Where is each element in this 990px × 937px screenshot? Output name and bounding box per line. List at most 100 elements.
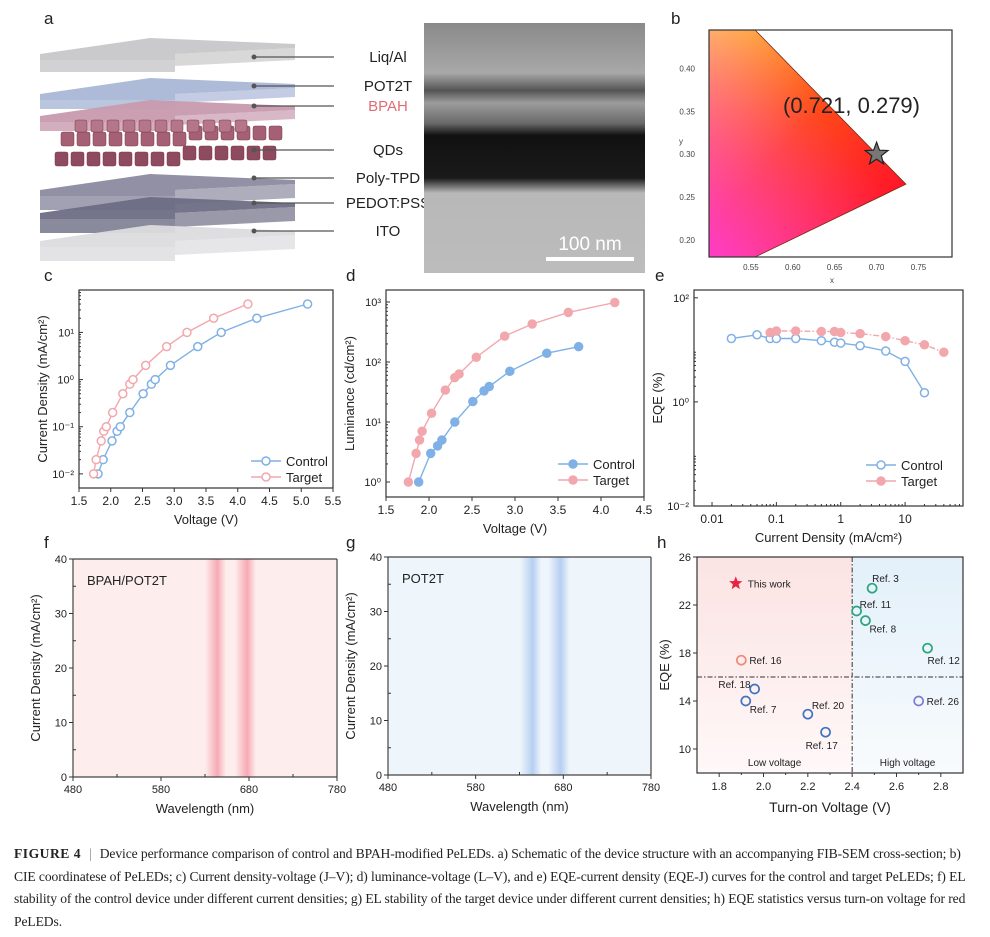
layer-6 [40, 225, 295, 261]
data-point-control [425, 448, 436, 459]
point-ref-12 [922, 642, 933, 654]
legend-label-control: Control [901, 458, 943, 473]
caption-label: FIGURE 4 [14, 846, 82, 861]
cie-point-star [863, 140, 890, 166]
x-tick-label: 580 [466, 782, 484, 794]
layer-side-face [175, 48, 295, 66]
data-point-target [101, 421, 112, 432]
x-tick-label: 580 [152, 784, 170, 796]
x-tick-label: 2.5 [134, 494, 151, 508]
panel-letters: a b c d e f g h [44, 9, 680, 552]
y-axis-label: Current Density (mA/cm²) [343, 592, 358, 739]
plot-frame [693, 289, 964, 507]
x-tick-label: 2.4 [845, 781, 860, 793]
legend-label-target: Target [901, 474, 938, 489]
region-label-high-voltage: High voltage [880, 758, 936, 769]
quantum-dot [262, 145, 277, 161]
figure-caption: FIGURE 4 | Device performance comparison o… [14, 843, 980, 933]
point-ref-3 [866, 582, 878, 594]
data-point-control [900, 356, 910, 367]
legend-label-target: Target [593, 473, 630, 488]
x-tick-label: 10 [898, 512, 912, 526]
legend-marker-control [261, 456, 271, 466]
data-point-control [252, 313, 262, 323]
panel-letter-b: b [671, 9, 680, 28]
data-point-target [118, 389, 128, 399]
data-point-target [182, 327, 192, 338]
point-label: Ref. 16 [749, 656, 782, 667]
layer-label-ito: ITO [376, 223, 401, 240]
legend-label-target: Target [286, 470, 323, 485]
data-point-control [192, 341, 203, 352]
y-tick-label: 10¹ [365, 417, 381, 429]
region-label-low-voltage: Low voltage [748, 758, 802, 769]
layer-label-liq-al: Liq/Al [369, 49, 407, 66]
layer-top-face [40, 38, 295, 60]
y-tick-label: 10⁰ [57, 375, 74, 387]
data-point-target [426, 408, 437, 418]
panel-letter-g: g [346, 533, 355, 552]
sem-image [424, 23, 645, 273]
legend-label-control: Control [286, 454, 328, 469]
y-tick-label: 10² [365, 357, 381, 369]
y-tick-label: 30 [55, 609, 67, 621]
device-structure-schematic: Liq/Al POT2T BPAH QDs Poly-TPD PEDOT:PSS ITO [40, 38, 430, 261]
y-tick-label: 0.30 [679, 150, 695, 159]
x-axis-label: Wavelength (nm) [156, 801, 255, 816]
cie-chart: 0.55 0.60 0.65 0.70 0.75 0.20 0.25 0.30 0.35 0.40… [679, 29, 953, 285]
x-tick-label: 480 [379, 782, 397, 794]
quantum-dot [124, 131, 139, 147]
series-line-control [97, 303, 308, 475]
x-tick-label: 1 [837, 512, 844, 526]
x-tick-label: 2.8 [933, 781, 948, 793]
quantum-dot [154, 119, 168, 133]
data-point-control [468, 396, 478, 407]
data-point-target [919, 340, 930, 350]
y-axis-label: Current Density (mA/cm²) [28, 594, 43, 741]
y-tick-label: 10⁻¹ [52, 422, 74, 434]
quantum-dot [54, 151, 69, 167]
y-tick-label: 10⁻² [667, 501, 689, 513]
point-ref-8 [860, 615, 871, 626]
data-point-control [726, 333, 737, 344]
point-label: Ref. 8 [869, 625, 896, 636]
panel-annotation: POT2T [402, 571, 444, 586]
caption-text: Device performance comparison of control… [14, 846, 966, 929]
quantum-dot [172, 131, 187, 147]
data-point-target [411, 448, 421, 459]
y-axis-label: Current Density (mA/cm²) [35, 315, 50, 462]
data-point-target [440, 385, 451, 395]
y-tick-label: 10⁻² [52, 469, 74, 481]
heatmap-image [73, 559, 337, 777]
x-tick-label: 680 [240, 784, 258, 796]
point-ref-11 [851, 605, 862, 617]
cie-gamut-overlay [709, 30, 906, 257]
y-tick-label: 40 [55, 554, 67, 566]
data-point-target [471, 352, 482, 362]
point-label: Ref. 7 [750, 705, 777, 716]
layer-0 [40, 38, 295, 72]
x-tick-label: 2.0 [756, 781, 771, 793]
legend-marker-target [568, 475, 578, 485]
legend-marker-target [261, 472, 271, 482]
y-tick-label: 18 [679, 648, 691, 660]
point-label: This work [748, 579, 792, 590]
quantum-dot [108, 131, 123, 147]
x-tick-label: 2.6 [889, 781, 904, 793]
data-point-control [138, 389, 148, 399]
data-point-target [563, 307, 574, 318]
x-tick-label: 2.0 [102, 494, 119, 508]
x-tick-label: 3.0 [507, 503, 524, 517]
data-point-target [243, 299, 253, 309]
data-point-control [573, 341, 584, 352]
x-tick-label: 680 [554, 782, 572, 794]
y-tick-label: 0.25 [679, 193, 695, 202]
data-point-target [96, 436, 106, 446]
y-tick-label: 10⁰ [672, 397, 689, 409]
x-tick-label: 2.2 [800, 781, 815, 793]
x-tick-label: 3.5 [550, 503, 567, 517]
eqe-j-chart: 0.01 0.1 1 10 10⁻² 10⁰ 10² Current Density (mA/… [650, 289, 964, 545]
layer-label-pot2t: POT2T [364, 78, 412, 95]
point-label: Ref. 18 [718, 680, 751, 691]
quantum-dot [198, 145, 213, 161]
